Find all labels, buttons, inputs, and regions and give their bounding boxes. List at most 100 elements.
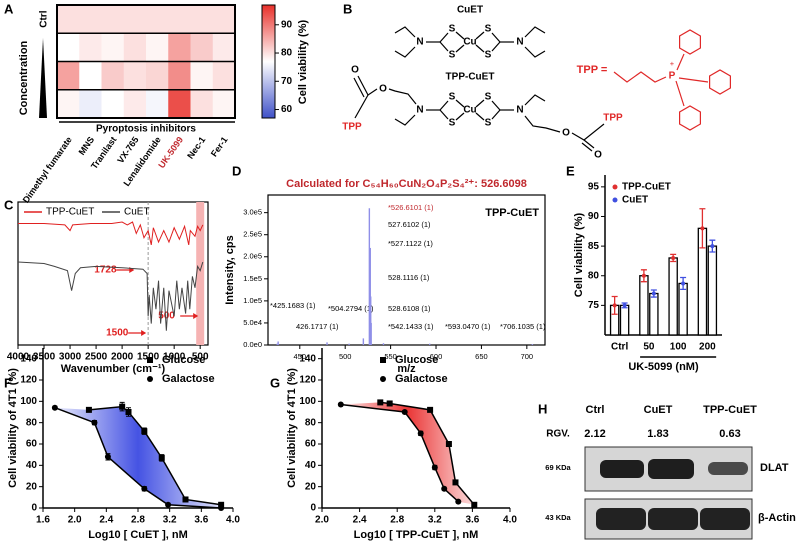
panel-letter: C (4, 197, 14, 212)
heatmap-cell (146, 5, 169, 34)
heatmap-cell (57, 5, 80, 34)
heatmap-cell (123, 89, 147, 119)
peak-label: *527.1122 (1) (388, 239, 433, 248)
legend-label: TPP-CuET (622, 182, 671, 193)
band (708, 462, 748, 475)
rgv-value: 2.12 (584, 428, 605, 440)
heatmap-cell (190, 33, 214, 62)
legend-label: Glucose (395, 354, 438, 366)
marker (104, 453, 111, 460)
atom: O (379, 84, 387, 95)
marker (452, 479, 459, 486)
legend-label: Galactose (162, 373, 215, 385)
annotation-band (196, 202, 205, 345)
marker (158, 454, 165, 461)
x-tick-label: 3.2 (428, 515, 442, 526)
marker (51, 404, 58, 411)
x-tick-label: 600 (430, 352, 443, 361)
marker (401, 409, 408, 415)
bar-point (641, 273, 646, 278)
rgv-value: 0.63 (719, 428, 740, 440)
legend-label: CuET (622, 195, 648, 206)
lane-label: CuET (644, 404, 673, 416)
bar (639, 275, 649, 336)
arrow-head (141, 330, 147, 336)
x-tick-label: 3.6 (194, 515, 208, 526)
peak-label: *526.6101 (1) (388, 203, 434, 212)
marker (417, 430, 424, 437)
y-tick-label: 0 (310, 503, 316, 514)
y-tick-label: 1.0e5 (243, 296, 262, 305)
legend-swatch (380, 357, 386, 363)
dose-curve (54, 407, 222, 509)
protein-label: DLAT (760, 462, 789, 474)
x-tick-label: 550 (384, 352, 397, 361)
legend-label: Glucose (162, 354, 205, 366)
heatmap-cell (79, 5, 102, 34)
x-tick-label: 1000 (163, 352, 186, 363)
x-tick-label: 4000 (7, 352, 30, 363)
heatmap-cell (123, 5, 147, 34)
atom: S (485, 118, 492, 129)
group-label: Pyroptosis inhibitors (96, 124, 196, 135)
marker (85, 406, 92, 413)
marker (141, 485, 148, 492)
shaded-region (340, 402, 475, 505)
x-tick-label: 2.4 (353, 515, 367, 526)
x-tick-label: 2.8 (390, 515, 404, 526)
y-tick-label: 100 (20, 396, 37, 407)
x-tick-label: 4.0 (503, 515, 517, 526)
heatmap-cell (212, 61, 236, 91)
y-tick-label: 80 (305, 417, 317, 428)
x-tick-label: 2500 (85, 352, 108, 363)
peak-label: 528.1116 (1) (388, 273, 430, 282)
panel-letter: D (232, 163, 241, 178)
column-label: Dimethyl fumarate (21, 135, 74, 205)
x-axis-label: UK-5099 (nM) (628, 361, 699, 373)
x-tick-label: 500 (192, 352, 209, 363)
y-tick-label: 0 (31, 503, 37, 514)
atom: TPP (603, 113, 623, 124)
colorbar (261, 4, 276, 119)
phenyl-ring (679, 105, 701, 131)
heatmap-cell (146, 61, 169, 91)
band (700, 508, 750, 530)
atom: S (449, 50, 456, 61)
band (648, 508, 698, 530)
heatmap-cell (101, 33, 125, 62)
y-axis-label: Intensity, cps (224, 235, 236, 304)
y-axis-label: Cell viability of 4T1 (%) (286, 368, 298, 488)
colorbar-label: Cell viability (%) (297, 19, 309, 104)
panel-letter: G (270, 375, 280, 390)
y-axis-label: Cell viability (%) (573, 212, 585, 297)
atom: TPP (342, 122, 362, 133)
x-tick-label: 2.8 (131, 515, 145, 526)
x-tick-label: 4.0 (226, 515, 240, 526)
peak-label: *706.1035 (1) (500, 322, 546, 331)
tpp-bonds (613, 53, 709, 107)
y-tick-label: 80 (588, 270, 600, 281)
marker (427, 406, 434, 413)
column-label: MNS (77, 135, 97, 157)
marker (386, 400, 393, 407)
y-tick-label: 60 (26, 439, 38, 450)
x-tick-label: 3.2 (163, 515, 177, 526)
panel-letter: H (538, 401, 547, 416)
y-tick-label: 40 (305, 460, 317, 471)
atom: N (416, 105, 423, 116)
structure-title: CuET (457, 5, 483, 16)
chart-label: TPP-CuET (485, 207, 539, 219)
heatmap-cell (101, 89, 125, 119)
spectrum-line (17, 261, 204, 331)
heatmap-cell (168, 89, 191, 119)
atom: N (516, 37, 523, 48)
atom: Cu (463, 37, 476, 48)
marker (218, 505, 225, 511)
x-axis-label: Log10 [ TPP-CuET ], nM (354, 529, 479, 541)
bar-point (681, 281, 686, 286)
atom: O (562, 128, 570, 139)
atom: Cu (463, 105, 476, 116)
phenyl-ring (679, 29, 701, 55)
lane-label: TPP-CuET (703, 404, 757, 416)
